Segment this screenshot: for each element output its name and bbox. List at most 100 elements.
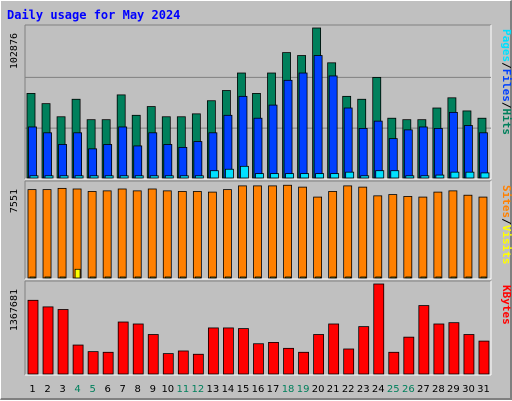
bar-visits-21 [330, 276, 337, 279]
legend-separator: / [500, 62, 512, 69]
bar-visits-8 [134, 276, 141, 279]
day-label-20: 20 [312, 384, 325, 395]
bar-visits-27 [420, 276, 427, 279]
bar-kbytes-26 [403, 336, 415, 375]
bar-sites-29 [448, 190, 458, 279]
ylabel-top: 102876 [9, 33, 20, 69]
bar-pages-30 [465, 171, 475, 179]
bar-kbytes-22 [343, 348, 355, 375]
bar-visits-12 [194, 276, 201, 279]
bar-visits-7 [119, 276, 126, 279]
day-label-15: 15 [237, 384, 250, 395]
bar-visits-16 [255, 276, 261, 279]
bar-visits-13 [209, 276, 216, 279]
bar-files-29 [449, 111, 458, 179]
bar-pages-22 [345, 171, 355, 179]
bar-files-28 [433, 128, 443, 179]
bar-kbytes-15 [238, 328, 249, 375]
bar-sites-3 [57, 187, 67, 279]
bar-sites-6 [102, 190, 112, 279]
bar-pages-7 [119, 175, 129, 179]
bar-pages-18 [285, 173, 294, 179]
bar-kbytes-29 [448, 322, 460, 375]
bar-visits-6 [104, 276, 111, 279]
bar-sites-1 [27, 189, 37, 279]
bar-sites-2 [42, 189, 52, 279]
bar-files-23 [358, 128, 368, 179]
bar-pages-15 [240, 165, 249, 179]
bar-sites-8 [132, 190, 142, 279]
bar-sites-27 [418, 196, 428, 279]
bar-visits-30 [465, 276, 472, 279]
legend-top: Pages/Files/Hits [500, 29, 512, 135]
bar-pages-28 [435, 174, 445, 179]
legend-separator: / [500, 218, 512, 225]
day-label-2: 2 [44, 384, 50, 395]
bar-pages-10 [164, 175, 174, 179]
legend-item-kbytes: KBytes [500, 285, 512, 325]
bar-sites-5 [87, 191, 97, 279]
bar-files-27 [418, 126, 428, 179]
bar-sites-4 [72, 188, 82, 279]
bar-visits-2 [44, 276, 51, 279]
bar-visits-3 [59, 276, 66, 279]
day-label-14: 14 [222, 384, 235, 395]
bar-sites-17 [268, 185, 277, 279]
bar-visits-18 [285, 276, 291, 279]
bar-pages-29 [450, 171, 460, 179]
day-label-30: 30 [462, 384, 475, 395]
day-label-26: 26 [402, 384, 415, 395]
bar-sites-28 [433, 191, 443, 279]
bar-pages-20 [315, 173, 325, 179]
legend-item-pages: Pages [500, 29, 512, 62]
bar-kbytes-31 [478, 340, 490, 375]
bar-files-17 [268, 104, 278, 179]
day-label-4: 4 [74, 384, 80, 395]
bar-visits-25 [390, 276, 397, 279]
bar-sites-10 [162, 190, 172, 279]
bar-files-15 [238, 95, 248, 179]
day-label-29: 29 [447, 384, 460, 395]
day-label-11: 11 [176, 384, 189, 395]
bar-sites-20 [313, 196, 323, 279]
bar-files-22 [343, 107, 353, 179]
bar-visits-1 [29, 276, 36, 279]
bar-kbytes-1 [27, 299, 39, 375]
day-label-22: 22 [342, 384, 355, 395]
bar-visits-17 [270, 276, 276, 279]
day-label-16: 16 [252, 384, 265, 395]
legend-bottom: KBytes [500, 285, 512, 325]
bar-kbytes-12 [192, 353, 204, 375]
bar-pages-5 [89, 175, 99, 179]
bar-pages-11 [179, 175, 189, 179]
bar-sites-31 [478, 196, 488, 279]
day-label-25: 25 [387, 384, 400, 395]
day-label-17: 17 [267, 384, 280, 395]
bar-sites-14 [223, 189, 232, 279]
bar-kbytes-6 [102, 351, 114, 375]
bar-kbytes-23 [358, 326, 370, 375]
day-label-3: 3 [59, 384, 65, 395]
bar-files-12 [193, 141, 203, 179]
bar-files-7 [118, 126, 128, 179]
bar-sites-7 [117, 188, 127, 279]
day-label-6: 6 [104, 384, 110, 395]
bar-files-31 [479, 132, 488, 179]
bar-kbytes-20 [313, 334, 325, 375]
bar-files-8 [133, 145, 143, 179]
bar-files-3 [58, 144, 67, 179]
bar-pages-25 [390, 170, 400, 179]
bar-files-10 [163, 144, 173, 179]
legend-middle: Sites/Visits [500, 185, 512, 265]
bar-files-14 [223, 114, 233, 179]
bar-pages-19 [300, 173, 309, 179]
bar-kbytes-9 [147, 334, 159, 375]
bar-visits-20 [315, 276, 322, 279]
day-label-23: 23 [357, 384, 370, 395]
bar-files-9 [148, 132, 158, 179]
bar-kbytes-4 [72, 344, 84, 375]
bar-sites-11 [177, 191, 187, 279]
bar-visits-28 [435, 276, 442, 279]
